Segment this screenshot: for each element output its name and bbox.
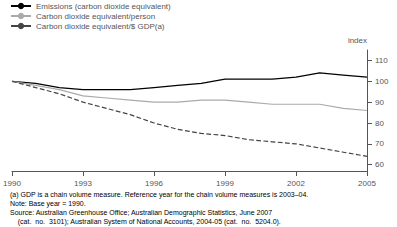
svg-text:90: 90 [375, 98, 384, 107]
svg-text:Note: Base year = 1990.: Note: Base year = 1990. [10, 200, 86, 208]
svg-text:60: 60 [375, 160, 384, 169]
svg-text:70: 70 [375, 139, 384, 148]
svg-text:80: 80 [375, 119, 384, 128]
svg-text:1990: 1990 [3, 179, 21, 188]
svg-text:110: 110 [375, 56, 388, 65]
svg-text:2005: 2005 [358, 179, 376, 188]
svg-text:(a) GDP is a chain volume meas: (a) GDP is a chain volume measure. Refer… [10, 191, 308, 199]
svg-text:1996: 1996 [145, 179, 163, 188]
svg-text:2002: 2002 [287, 179, 305, 188]
svg-text:Emissions (carbon dioxide equi: Emissions (carbon dioxide equivalent) [36, 2, 171, 11]
svg-text:1993: 1993 [74, 179, 92, 188]
svg-text:(cat. no. 3101); Australian: (cat. no. 3101); Australian System of Na… [10, 218, 281, 226]
svg-text:Carbon dioxide equivalent/$ GD: Carbon dioxide equivalent/$ GDP(a) [36, 22, 165, 31]
svg-text:1999: 1999 [216, 179, 234, 188]
svg-text:index: index [348, 36, 367, 45]
svg-text:Carbon dioxide equivalent/pers: Carbon dioxide equivalent/person [36, 12, 155, 21]
svg-text:100: 100 [375, 77, 389, 86]
svg-text:Source: Australian Greenhouse: Source: Australian Greenhouse Office; Au… [10, 209, 272, 217]
